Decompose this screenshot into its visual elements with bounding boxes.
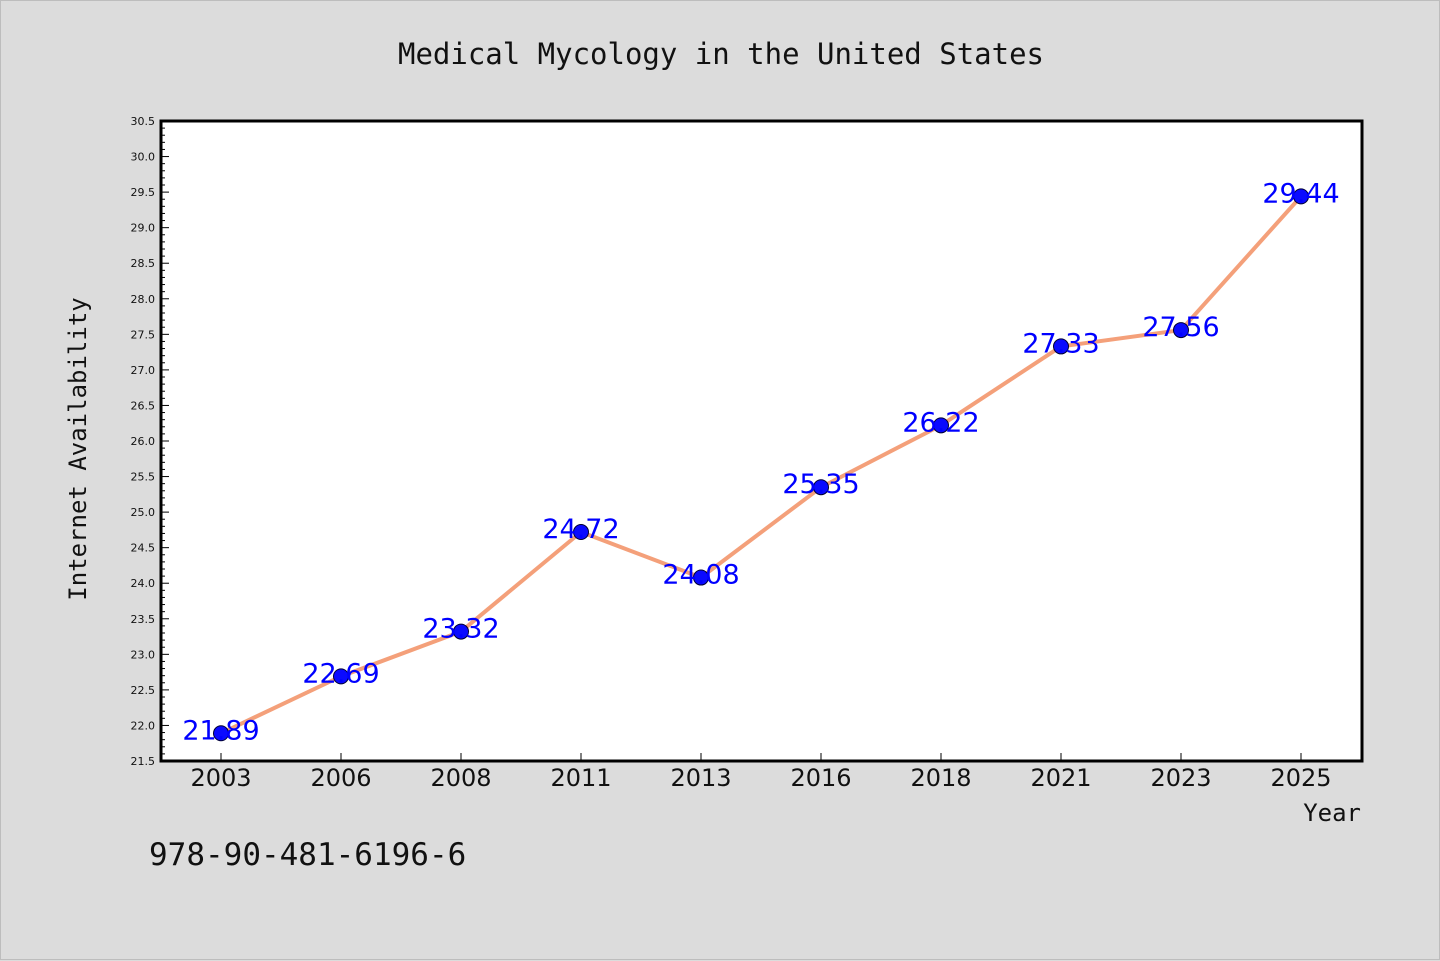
data-label: 26.22 xyxy=(902,407,979,438)
data-point xyxy=(333,668,349,685)
data-point xyxy=(573,524,589,541)
x-tick-label: 2003 xyxy=(190,764,251,792)
data-point xyxy=(213,725,229,742)
data-label: 22.69 xyxy=(302,658,379,689)
x-tick-label: 2016 xyxy=(790,764,851,792)
x-tick-label: 2011 xyxy=(550,764,611,792)
y-tick-label: 22.0 xyxy=(131,719,156,732)
y-tick-label: 27.5 xyxy=(131,328,156,341)
y-tick-label: 25.0 xyxy=(131,506,156,519)
y-tick-label: 29.0 xyxy=(131,222,156,235)
x-tick-label: 2006 xyxy=(310,764,371,792)
x-axis: 2003 2006 2008 2011 2013 2016 2018 2021 2023 2025 xyxy=(190,753,1332,792)
y-tick-label: 30.0 xyxy=(131,151,156,164)
data-point xyxy=(693,569,709,586)
data-point xyxy=(813,479,829,496)
y-tick-label: 21.5 xyxy=(131,755,156,768)
x-tick-label: 2021 xyxy=(1030,764,1091,792)
y-tick-label: 26.0 xyxy=(131,435,156,448)
data-label: 24.72 xyxy=(542,514,619,545)
x-tick-label: 2013 xyxy=(670,764,731,792)
x-axis-title: Year xyxy=(1303,799,1361,827)
y-tick-label: 28.5 xyxy=(131,257,156,270)
data-point xyxy=(453,623,469,640)
data-point xyxy=(1173,322,1189,339)
data-label: 21.89 xyxy=(182,715,259,746)
y-tick-label: 28.0 xyxy=(131,293,156,306)
y-axis-title: Internet Availability xyxy=(64,297,92,600)
isbn-note: 978-90-481-6196-6 xyxy=(149,837,466,873)
x-tick-label: 2008 xyxy=(430,764,491,792)
y-tick-label: 26.5 xyxy=(131,399,156,412)
y-tick-label: 29.5 xyxy=(131,186,156,199)
data-point xyxy=(1053,338,1069,355)
data-label: 24.08 xyxy=(662,560,739,591)
series-line xyxy=(219,194,1303,736)
y-tick-label: 22.5 xyxy=(131,684,156,697)
y-axis: 21.5 22.0 22.5 23.0 23.5 24.0 24.5 25.0 25.5 26.0… xyxy=(131,115,169,768)
data-label: 27.56 xyxy=(1142,312,1219,343)
y-tick-label: 24.5 xyxy=(131,542,156,555)
y-tick-label: 23.0 xyxy=(131,648,156,661)
data-point xyxy=(1293,188,1309,205)
plot-area xyxy=(159,119,1364,763)
y-tick-label: 24.0 xyxy=(131,577,156,590)
y-tick-label: 25.5 xyxy=(131,471,156,484)
x-tick-label: 2018 xyxy=(910,764,971,792)
data-label: 25.35 xyxy=(782,469,859,500)
x-tick-label: 2023 xyxy=(1150,764,1211,792)
data-label: 27.33 xyxy=(1022,328,1099,359)
chart-title: Medical Mycology in the United States xyxy=(398,37,1044,71)
data-label: 29.44 xyxy=(1262,178,1339,209)
y-tick-label: 30.5 xyxy=(131,115,156,128)
y-tick-label: 23.5 xyxy=(131,613,156,626)
x-tick-label: 2025 xyxy=(1270,764,1331,792)
y-tick-label: 27.0 xyxy=(131,364,156,377)
series-layer xyxy=(213,188,1309,742)
data-label: 23.32 xyxy=(422,614,499,645)
data-point xyxy=(933,417,949,434)
data-labels: 21.89 22.69 23.32 24.72 24.08 25.35 26.22 27.33… xyxy=(182,178,1339,746)
